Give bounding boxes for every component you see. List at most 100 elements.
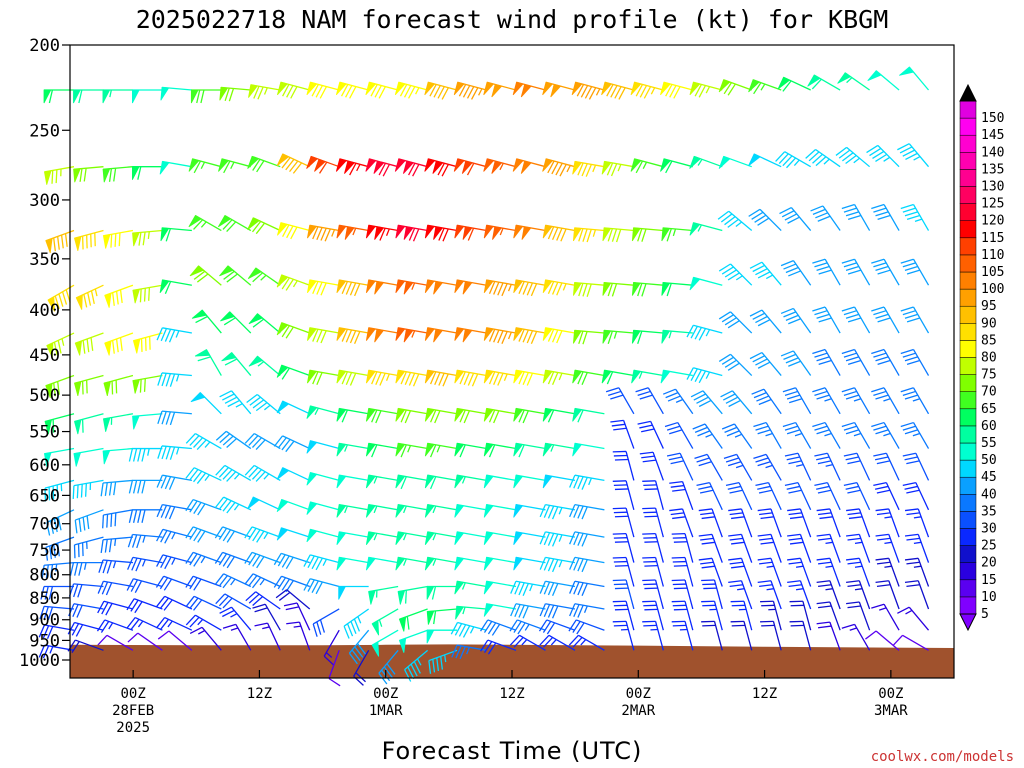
- wind-barb: [873, 481, 900, 511]
- wind-barb: [875, 508, 900, 538]
- wind-barb: [569, 580, 605, 597]
- wind-barb: [68, 583, 104, 598]
- wind-barb: [276, 322, 310, 339]
- wind-barb: [127, 556, 163, 572]
- wind-barb: [43, 89, 74, 104]
- wind-barb: [100, 536, 133, 554]
- wind-barb: [217, 214, 252, 233]
- colorbar-swatch: [959, 408, 977, 427]
- wind-barb: [897, 143, 930, 168]
- wind-barb: [247, 155, 281, 173]
- wind-barb: [569, 503, 605, 520]
- wind-barb: [73, 447, 104, 467]
- wind-barb: [336, 503, 369, 518]
- y-tick-label: 350: [29, 250, 60, 270]
- wind-barb: [569, 603, 605, 618]
- wind-barb: [671, 556, 694, 587]
- wind-barb: [128, 447, 163, 462]
- wind-barb: [748, 153, 782, 168]
- y-tick-label: 250: [29, 121, 60, 141]
- y-tick-label: 450: [29, 346, 60, 366]
- wind-barb: [757, 557, 782, 587]
- wind-barb: [630, 158, 664, 174]
- wind-barb: [539, 634, 576, 651]
- colorbar-tick-label: 120: [981, 214, 1004, 229]
- wind-barb: [510, 580, 546, 597]
- wind-barb: [689, 276, 723, 291]
- wind-barb: [248, 355, 281, 377]
- wind-barb: [397, 585, 428, 605]
- colorbar-tick-label: 65: [981, 402, 997, 417]
- x-tick-label: 12Z: [247, 686, 272, 702]
- wind-barb: [814, 481, 841, 511]
- wind-barb: [424, 279, 458, 295]
- wind-barb: [454, 327, 487, 343]
- wind-barb: [542, 327, 576, 344]
- colorbar-swatch: [959, 203, 977, 221]
- wind-barb: [185, 526, 222, 543]
- wind-barb: [846, 601, 871, 631]
- colorbar-tick-label: 40: [981, 487, 997, 502]
- wind-barb: [426, 629, 458, 644]
- wind-barb: [542, 158, 576, 177]
- wind-barb: [307, 224, 340, 242]
- wind-barb: [846, 508, 871, 538]
- colorbar-swatch: [959, 511, 977, 529]
- wind-barb: [276, 274, 310, 291]
- wind-barb: [365, 81, 399, 99]
- wind-barb: [728, 533, 753, 563]
- wind-barb: [631, 281, 664, 297]
- wind-barb: [661, 329, 693, 344]
- colorbar-swatch: [959, 117, 977, 136]
- wind-barb: [542, 407, 576, 423]
- wind-barb: [336, 407, 369, 423]
- colorbar-tick-label: 125: [981, 197, 1004, 212]
- wind-barb: [748, 79, 782, 95]
- wind-barb: [307, 327, 340, 344]
- wind-barb: [639, 451, 664, 481]
- wind-barb: [728, 557, 753, 587]
- x-tick-label: 1MAR: [369, 703, 403, 719]
- wind-barb: [67, 639, 104, 654]
- wind-barb: [483, 556, 517, 571]
- wind-barb: [215, 593, 252, 610]
- colorbar-swatch: [959, 220, 977, 239]
- wind-barb: [701, 600, 723, 631]
- wind-barb: [846, 580, 871, 610]
- wind-barb: [612, 480, 635, 510]
- wind-barb: [132, 374, 163, 394]
- wind-barb: [789, 600, 812, 631]
- colorbar-tick-label: 30: [981, 522, 997, 537]
- wind-barb: [286, 621, 311, 651]
- wind-barb: [810, 205, 841, 231]
- wind-barb: [720, 390, 753, 415]
- wind-barb: [44, 413, 75, 435]
- wind-barb: [219, 390, 252, 415]
- wind-barb: [395, 327, 428, 343]
- wind-barb: [843, 452, 871, 481]
- wind-barb: [846, 557, 871, 587]
- wind-barb: [698, 533, 723, 563]
- wind-barb: [185, 432, 222, 451]
- wind-barb: [131, 89, 163, 104]
- credit-link[interactable]: coolwx.com/models: [871, 749, 1014, 765]
- wind-barb: [816, 508, 841, 538]
- wind-barb: [900, 387, 930, 415]
- y-tick-label: 300: [29, 191, 60, 211]
- wind-barb: [102, 166, 133, 183]
- wind-barb: [215, 464, 252, 482]
- wind-barb: [424, 503, 458, 518]
- colorbar-tick-label: 20: [981, 556, 997, 571]
- colorbar-swatch: [959, 357, 977, 375]
- wind-barb: [39, 605, 75, 620]
- wind-barb: [513, 556, 546, 571]
- wind-barb: [306, 440, 340, 454]
- wind-barb: [867, 70, 900, 91]
- colorbar-swatch: [959, 562, 977, 581]
- terrain-surface: [70, 644, 954, 678]
- wind-barb: [245, 591, 281, 610]
- wind-barb: [483, 279, 517, 297]
- wind-barb: [787, 580, 812, 610]
- wind-barb: [757, 580, 782, 610]
